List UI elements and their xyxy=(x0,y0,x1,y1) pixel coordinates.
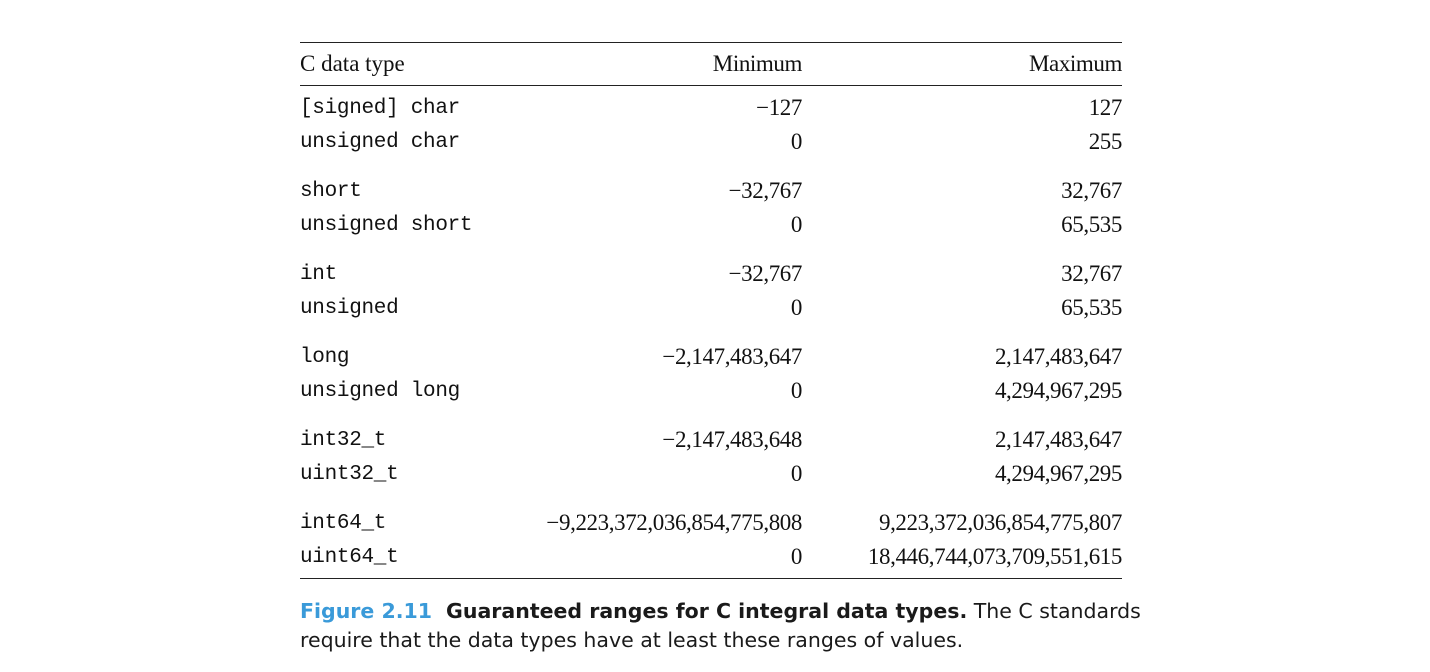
cell-maximum: 18,446,744,073,709,551,615 xyxy=(867,544,1123,569)
cell-maximum: 32,767 xyxy=(1061,261,1122,286)
figure-title: Guaranteed ranges for C integral data ty… xyxy=(446,599,968,623)
cell-type: unsigned char xyxy=(300,130,460,154)
cell-minimum: −2,147,483,648 xyxy=(662,427,802,452)
table-header-row: C data type Minimum Maximum xyxy=(300,43,1122,85)
cell-maximum: 255 xyxy=(1088,129,1123,154)
table-row: int −32,767 32,767 xyxy=(300,257,1122,291)
table-row: short −32,767 32,767 xyxy=(300,174,1122,208)
cell-type: uint32_t xyxy=(300,462,399,486)
table-row: unsigned char 0 255 xyxy=(300,125,1122,159)
table-header-rule xyxy=(300,85,1122,86)
cell-maximum: 65,535 xyxy=(1061,212,1122,237)
row-group: long −2,147,483,647 2,147,483,647 unsign… xyxy=(300,335,1122,418)
cell-minimum: 0 xyxy=(790,461,803,486)
row-group: int −32,767 32,767 unsigned 0 65,535 xyxy=(300,252,1122,335)
table-row: unsigned 0 65,535 xyxy=(300,291,1122,325)
cell-maximum: 2,147,483,647 xyxy=(994,344,1122,369)
cell-maximum: 2,147,483,647 xyxy=(994,427,1122,452)
table-top-rule xyxy=(300,42,1122,43)
cell-minimum: 0 xyxy=(790,212,803,237)
header-c-data-type: C data type xyxy=(300,51,405,76)
cell-type: [signed] char xyxy=(300,96,460,120)
cell-minimum: 0 xyxy=(790,378,803,403)
table-row: [signed] char −127 127 xyxy=(300,91,1122,125)
cell-maximum: 4,294,967,295 xyxy=(994,378,1122,403)
cell-type: unsigned xyxy=(300,296,399,320)
cell-minimum: −32,767 xyxy=(728,261,803,286)
table-row: long −2,147,483,647 2,147,483,647 xyxy=(300,340,1122,374)
cell-maximum: 127 xyxy=(1088,95,1123,120)
caption-text: The C standards require that the data ty… xyxy=(300,599,1141,652)
cell-minimum: 0 xyxy=(790,129,803,154)
cell-type: unsigned long xyxy=(300,379,460,403)
header-minimum: Minimum xyxy=(712,51,803,76)
table-row: int64_t −9,223,372,036,854,775,808 9,223… xyxy=(300,506,1122,540)
table-bottom-rule xyxy=(300,578,1122,579)
row-group: [signed] char −127 127 unsigned char 0 2… xyxy=(300,86,1122,169)
table-row: uint64_t 0 18,446,744,073,709,551,615 xyxy=(300,540,1122,574)
header-maximum: Maximum xyxy=(1028,51,1122,76)
row-group: short −32,767 32,767 unsigned short 0 65… xyxy=(300,169,1122,252)
table-body: [signed] char −127 127 unsigned char 0 2… xyxy=(300,86,1122,578)
table-row: unsigned short 0 65,535 xyxy=(300,208,1122,242)
cell-type: uint64_t xyxy=(300,545,399,569)
cell-minimum: 0 xyxy=(790,295,803,320)
figure-number: Figure 2.11 xyxy=(300,599,433,623)
figure: C data type Minimum Maximum [signed] cha… xyxy=(300,42,1141,655)
figure-caption: Figure 2.11 Guaranteed ranges for C integ… xyxy=(300,597,1220,655)
cell-minimum: 0 xyxy=(790,544,803,569)
cell-type: int xyxy=(300,262,337,286)
cell-maximum: 9,223,372,036,854,775,807 xyxy=(878,510,1122,535)
cell-type: int32_t xyxy=(300,428,387,452)
cell-type: int64_t xyxy=(300,511,387,535)
cell-type: unsigned short xyxy=(300,213,473,237)
table-row: unsigned long 0 4,294,967,295 xyxy=(300,374,1122,408)
table-row: int32_t −2,147,483,648 2,147,483,647 xyxy=(300,423,1122,457)
cell-minimum: −9,223,372,036,854,775,808 xyxy=(546,510,802,535)
cell-maximum: 65,535 xyxy=(1061,295,1122,320)
table-row: uint32_t 0 4,294,967,295 xyxy=(300,457,1122,491)
cell-minimum: −127 xyxy=(756,95,802,120)
row-group: int64_t −9,223,372,036,854,775,808 9,223… xyxy=(300,501,1122,578)
cell-maximum: 32,767 xyxy=(1061,178,1122,203)
cell-maximum: 4,294,967,295 xyxy=(994,461,1122,486)
cell-minimum: −2,147,483,647 xyxy=(662,344,802,369)
row-group: int32_t −2,147,483,648 2,147,483,647 uin… xyxy=(300,418,1122,501)
cell-type: short xyxy=(300,179,362,203)
cell-type: long xyxy=(300,345,350,369)
cell-minimum: −32,767 xyxy=(728,178,803,203)
